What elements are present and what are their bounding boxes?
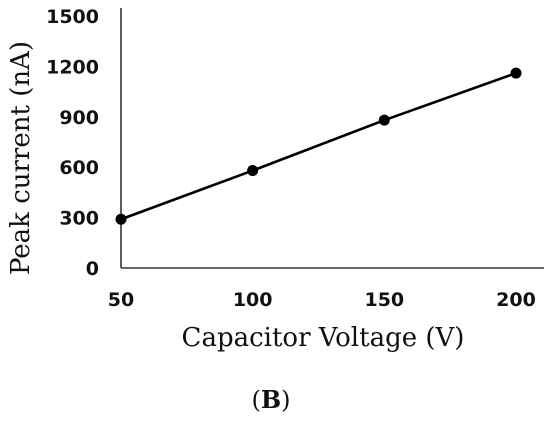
panel-label-letter: B [261,385,281,414]
data-point [510,67,522,79]
series-group [115,67,522,225]
y-tick-label: 300 [59,208,99,230]
axes [120,8,544,269]
y-tick-label: 1200 [46,56,99,78]
data-point [115,213,127,225]
panel-label-close: ) [281,386,290,414]
y-axis-title: Peak current (nA) [6,41,36,275]
y-tick-labels: 0 300 600 900 1200 1500 [46,6,99,280]
x-axis-title: Capacitor Voltage (V) [182,323,465,353]
y-tick-label: 900 [59,107,99,129]
x-tick-label: 150 [364,289,404,311]
panel-label-open: ( [251,386,260,414]
y-tick-label: 600 [59,157,99,179]
data-point [378,114,390,126]
x-tick-label: 50 [108,289,134,311]
x-tick-label: 100 [233,289,273,311]
y-tick-label: 0 [86,258,99,280]
series-line [120,71,517,221]
x-tick-labels: 50 100 150 200 [108,289,536,311]
data-point [247,165,259,177]
x-tick-label: 200 [496,289,536,311]
y-tick-label: 1500 [46,6,99,28]
panel-label: (B) [251,385,290,414]
